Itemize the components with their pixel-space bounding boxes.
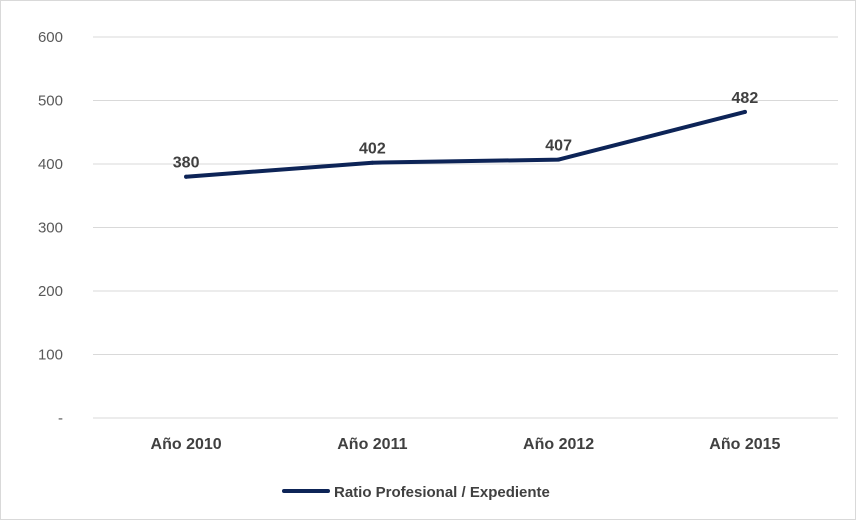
y-tick-label: - xyxy=(58,410,63,427)
y-tick-label: 200 xyxy=(38,283,63,300)
data-labels: 380 402 407 482 xyxy=(173,90,759,172)
data-label: 380 xyxy=(173,155,200,172)
series-lines xyxy=(184,109,747,179)
x-tick-label: Año 2012 xyxy=(523,436,594,453)
data-point xyxy=(184,174,189,179)
data-label: 407 xyxy=(545,138,572,155)
x-tick-label: Año 2010 xyxy=(151,436,222,453)
y-tick-label: 400 xyxy=(38,156,63,173)
gridlines xyxy=(93,36,838,419)
legend: Ratio Profesional / Expediente xyxy=(282,484,550,501)
data-label: 482 xyxy=(732,90,759,107)
y-tick-label: 100 xyxy=(38,347,63,364)
series-line xyxy=(184,109,747,179)
legend-label: Ratio Profesional / Expediente xyxy=(334,484,550,501)
data-label: 402 xyxy=(359,141,386,158)
y-tick-label: 300 xyxy=(38,220,63,237)
y-axis-tick-labels: - 100 200 300 400 500 600 xyxy=(38,29,63,427)
data-point xyxy=(556,157,561,162)
y-tick-label: 600 xyxy=(38,29,63,46)
y-tick-label: 500 xyxy=(38,93,63,110)
x-tick-label: Año 2015 xyxy=(709,436,780,453)
x-tick-label: Año 2011 xyxy=(337,436,407,453)
data-point xyxy=(742,109,747,114)
data-point xyxy=(370,160,375,165)
x-axis-tick-labels: Año 2010 Año 2011 Año 2012 Año 2015 xyxy=(151,436,781,453)
